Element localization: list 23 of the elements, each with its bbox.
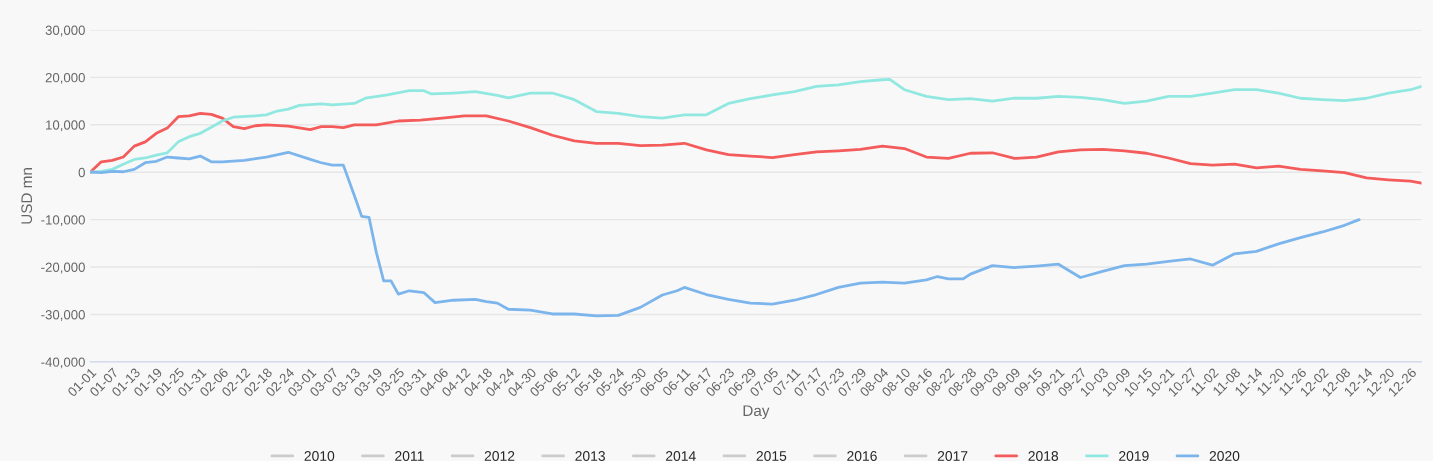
line-series [90,112,1422,185]
y-axis-title: USD mn [21,168,33,224]
legend-label: 2018 [1028,451,1059,461]
y-tick-label: 20,000 [45,72,85,84]
y-tick-label: -20,000 [41,262,85,274]
legend-label: 2015 [756,451,787,461]
legend-label: 2011 [395,451,424,461]
y-tick-label: 10,000 [46,120,85,132]
legend-label: 2014 [666,451,696,461]
line-series [90,150,1361,318]
legend-label: 2020 [1209,451,1240,461]
legend-label: 2019 [1119,451,1149,461]
y-tick-label: 0 [78,167,85,178]
legend-label: 2010 [304,451,335,461]
y-tick-label: -10,000 [41,215,85,227]
legend-label: 2017 [937,451,968,461]
x-axis-title: Day [743,405,770,420]
y-tick-label: -40,000 [41,357,85,369]
legend-label: 2013 [575,451,605,461]
legend-label: 2016 [847,451,877,461]
y-tick-label: 30,000 [45,25,85,37]
legend-label: 2012 [484,451,515,461]
y-tick-label: -30,000 [41,310,85,321]
